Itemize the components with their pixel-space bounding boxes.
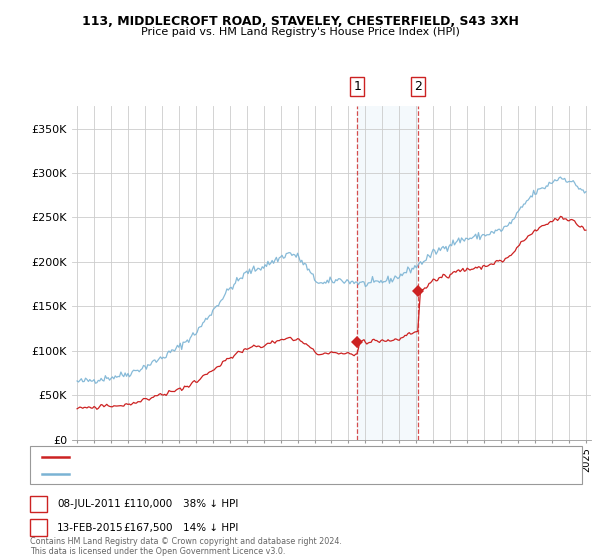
Bar [357, 106, 418, 440]
Text: 1: 1 [353, 80, 361, 93]
Text: 1: 1 [35, 499, 42, 509]
Text: 2: 2 [415, 80, 422, 93]
Text: 08-JUL-2011: 08-JUL-2011 [57, 499, 121, 509]
Text: 14% ↓ HPI: 14% ↓ HPI [183, 522, 238, 533]
Text: 13-FEB-2015: 13-FEB-2015 [57, 522, 124, 533]
Text: 38% ↓ HPI: 38% ↓ HPI [183, 499, 238, 509]
Text: HPI: Average price, detached house, Chesterfield: HPI: Average price, detached house, Ches… [72, 469, 312, 479]
Text: 2: 2 [35, 522, 42, 533]
Text: Price paid vs. HM Land Registry's House Price Index (HPI): Price paid vs. HM Land Registry's House … [140, 27, 460, 37]
Text: Contains HM Land Registry data © Crown copyright and database right 2024.
This d: Contains HM Land Registry data © Crown c… [30, 536, 342, 556]
Text: £110,000: £110,000 [123, 499, 172, 509]
Text: £167,500: £167,500 [123, 522, 173, 533]
Text: 113, MIDDLECROFT ROAD, STAVELEY, CHESTERFIELD, S43 3XH: 113, MIDDLECROFT ROAD, STAVELEY, CHESTER… [82, 15, 518, 28]
Text: 113, MIDDLECROFT ROAD, STAVELEY, CHESTERFIELD, S43 3XH (detached house): 113, MIDDLECROFT ROAD, STAVELEY, CHESTER… [72, 452, 469, 462]
